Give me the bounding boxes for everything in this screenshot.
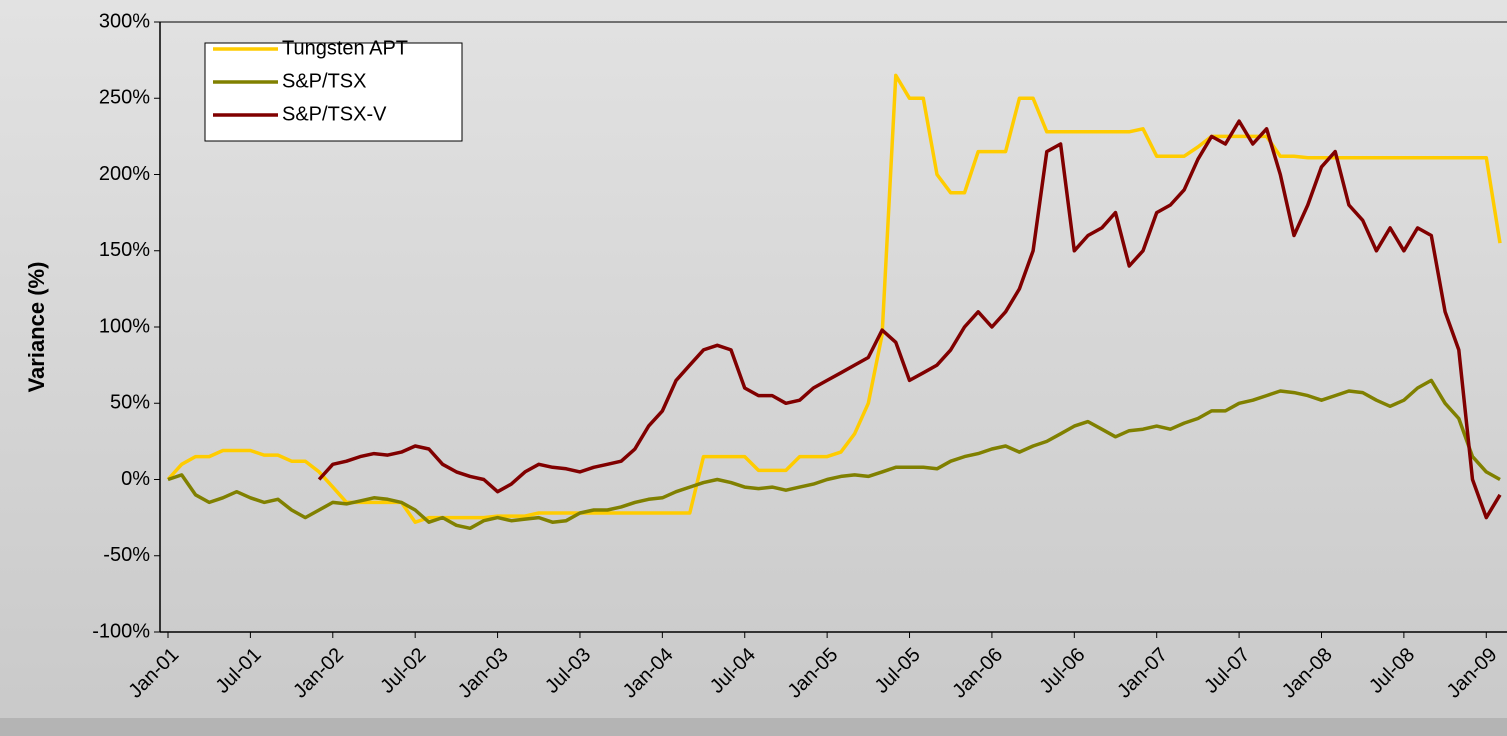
y-tick-label: 50%	[110, 392, 150, 414]
legend	[204, 42, 463, 142]
y-tick-label: 150%	[99, 239, 150, 261]
y-tick-label: -100%	[92, 620, 150, 642]
y-axis-title: Variance (%)	[24, 262, 49, 393]
y-tick-label: 200%	[99, 163, 150, 185]
series-line	[317, 119, 1502, 520]
series-line	[167, 378, 1501, 531]
y-tick-label: -50%	[103, 544, 150, 566]
series-line	[166, 73, 1502, 524]
legend-label: S&P/TSX-V	[282, 103, 387, 125]
y-tick-label: 100%	[99, 315, 150, 337]
bottom-strip	[0, 718, 1507, 736]
y-tick-label: 300%	[99, 10, 150, 32]
legend-label: Tungsten APT	[282, 37, 408, 59]
y-tick-label: 0%	[121, 468, 150, 490]
y-tick-label: 250%	[99, 87, 150, 109]
legend-label: S&P/TSX	[282, 70, 366, 92]
